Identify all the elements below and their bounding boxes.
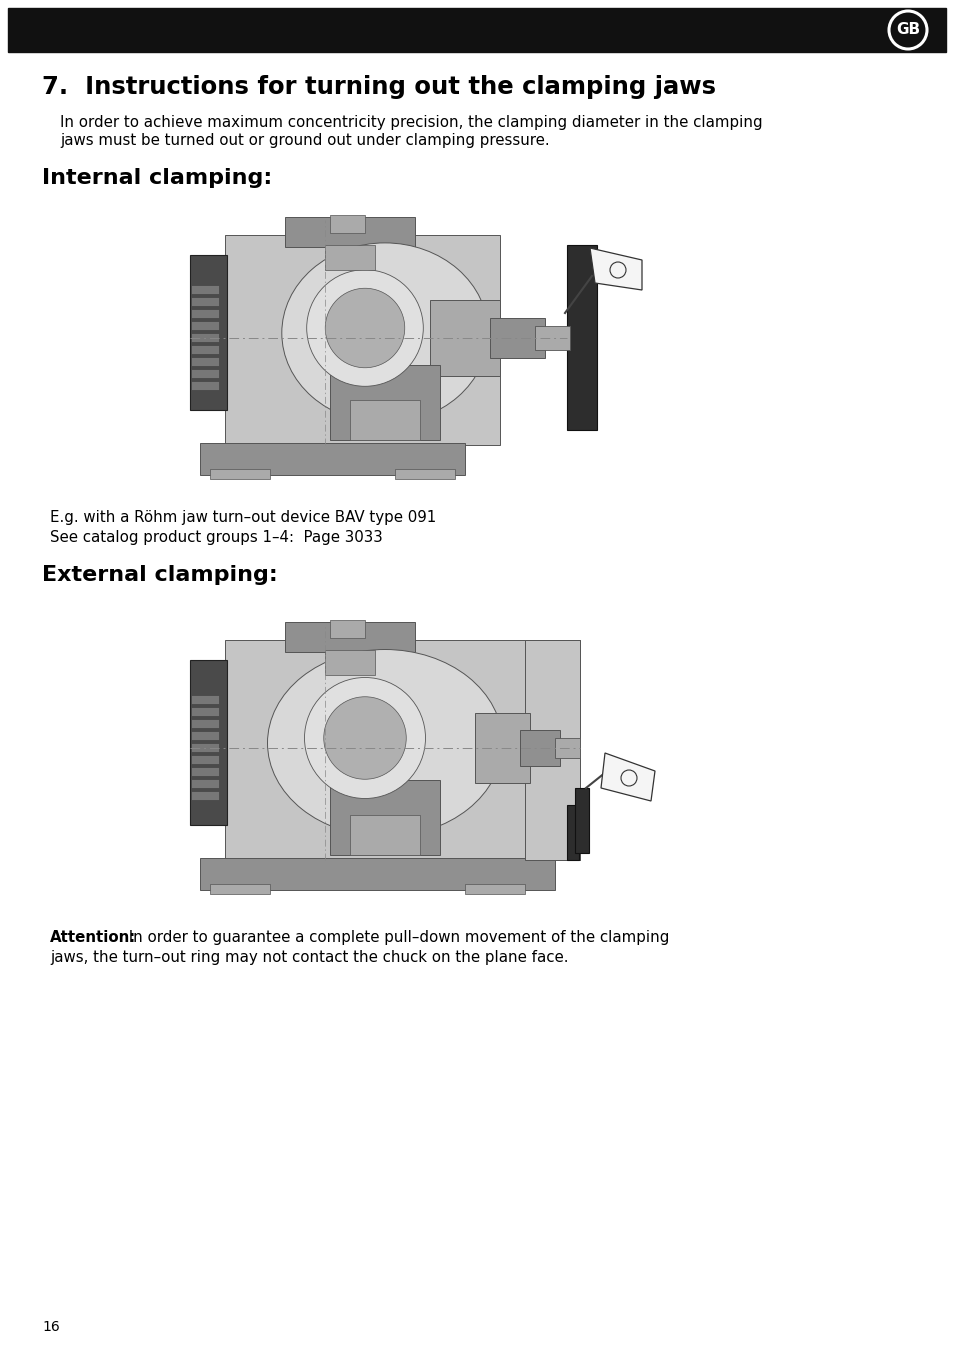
Text: jaws, the turn–out ring may not contact the chuck on the plane face.: jaws, the turn–out ring may not contact … — [50, 951, 568, 965]
Bar — [490, 318, 544, 357]
Bar — [210, 468, 270, 479]
Bar — [350, 815, 419, 854]
Bar — [566, 245, 597, 431]
Bar — [325, 650, 375, 676]
Bar — [330, 215, 365, 233]
Bar — [325, 245, 375, 269]
Bar — [191, 756, 219, 764]
Bar — [225, 640, 579, 860]
Ellipse shape — [267, 650, 502, 837]
Bar — [191, 731, 219, 741]
Bar — [519, 730, 559, 766]
Bar — [575, 788, 588, 853]
Bar — [190, 659, 227, 825]
Bar — [285, 217, 415, 246]
Text: In order to guarantee a complete pull–down movement of the clamping: In order to guarantee a complete pull–do… — [124, 930, 669, 945]
Bar — [200, 858, 555, 890]
Text: 16: 16 — [42, 1320, 60, 1334]
Bar — [191, 370, 219, 378]
Bar — [330, 366, 439, 440]
Bar — [200, 443, 464, 475]
Text: See catalog product groups 1–4:  Page 3033: See catalog product groups 1–4: Page 303… — [50, 529, 382, 546]
Bar — [555, 738, 579, 758]
Text: 7.  Instructions for turning out the clamping jaws: 7. Instructions for turning out the clam… — [42, 74, 716, 99]
Bar — [330, 780, 439, 854]
Ellipse shape — [325, 288, 404, 368]
Bar — [8, 8, 945, 51]
Bar — [350, 399, 419, 440]
Bar — [225, 236, 499, 445]
Bar — [191, 695, 219, 704]
Ellipse shape — [323, 697, 406, 780]
Bar — [210, 884, 270, 894]
Circle shape — [306, 269, 423, 386]
Bar — [191, 380, 219, 390]
Bar — [191, 766, 219, 776]
Bar — [191, 743, 219, 751]
Bar — [191, 791, 219, 800]
Bar — [524, 640, 579, 860]
Text: External clamping:: External clamping: — [42, 565, 277, 585]
Bar — [395, 468, 455, 479]
Bar — [191, 333, 219, 343]
Text: Attention:: Attention: — [50, 930, 136, 945]
Text: In order to achieve maximum concentricity precision, the clamping diameter in th: In order to achieve maximum concentricit… — [60, 115, 761, 130]
Bar — [191, 345, 219, 353]
Bar — [330, 620, 365, 638]
Bar — [191, 284, 219, 294]
Bar — [191, 719, 219, 728]
Bar — [191, 707, 219, 716]
Polygon shape — [600, 753, 655, 802]
Bar — [190, 255, 227, 410]
Bar — [285, 621, 415, 653]
Bar — [535, 326, 569, 349]
Circle shape — [888, 11, 926, 49]
Bar — [191, 309, 219, 318]
Ellipse shape — [281, 242, 488, 422]
Text: Internal clamping:: Internal clamping: — [42, 168, 272, 188]
Bar — [191, 297, 219, 306]
Text: jaws must be turned out or ground out under clamping pressure.: jaws must be turned out or ground out un… — [60, 133, 549, 148]
Bar — [430, 301, 499, 376]
Bar — [191, 357, 219, 366]
Circle shape — [304, 677, 425, 799]
Polygon shape — [589, 248, 641, 290]
Bar — [464, 884, 524, 894]
Bar — [475, 714, 530, 783]
Bar — [566, 806, 578, 860]
Bar — [191, 321, 219, 330]
Text: GB: GB — [895, 23, 919, 38]
Text: E.g. with a Röhm jaw turn–out device BAV type 091: E.g. with a Röhm jaw turn–out device BAV… — [50, 510, 436, 525]
Bar — [191, 779, 219, 788]
